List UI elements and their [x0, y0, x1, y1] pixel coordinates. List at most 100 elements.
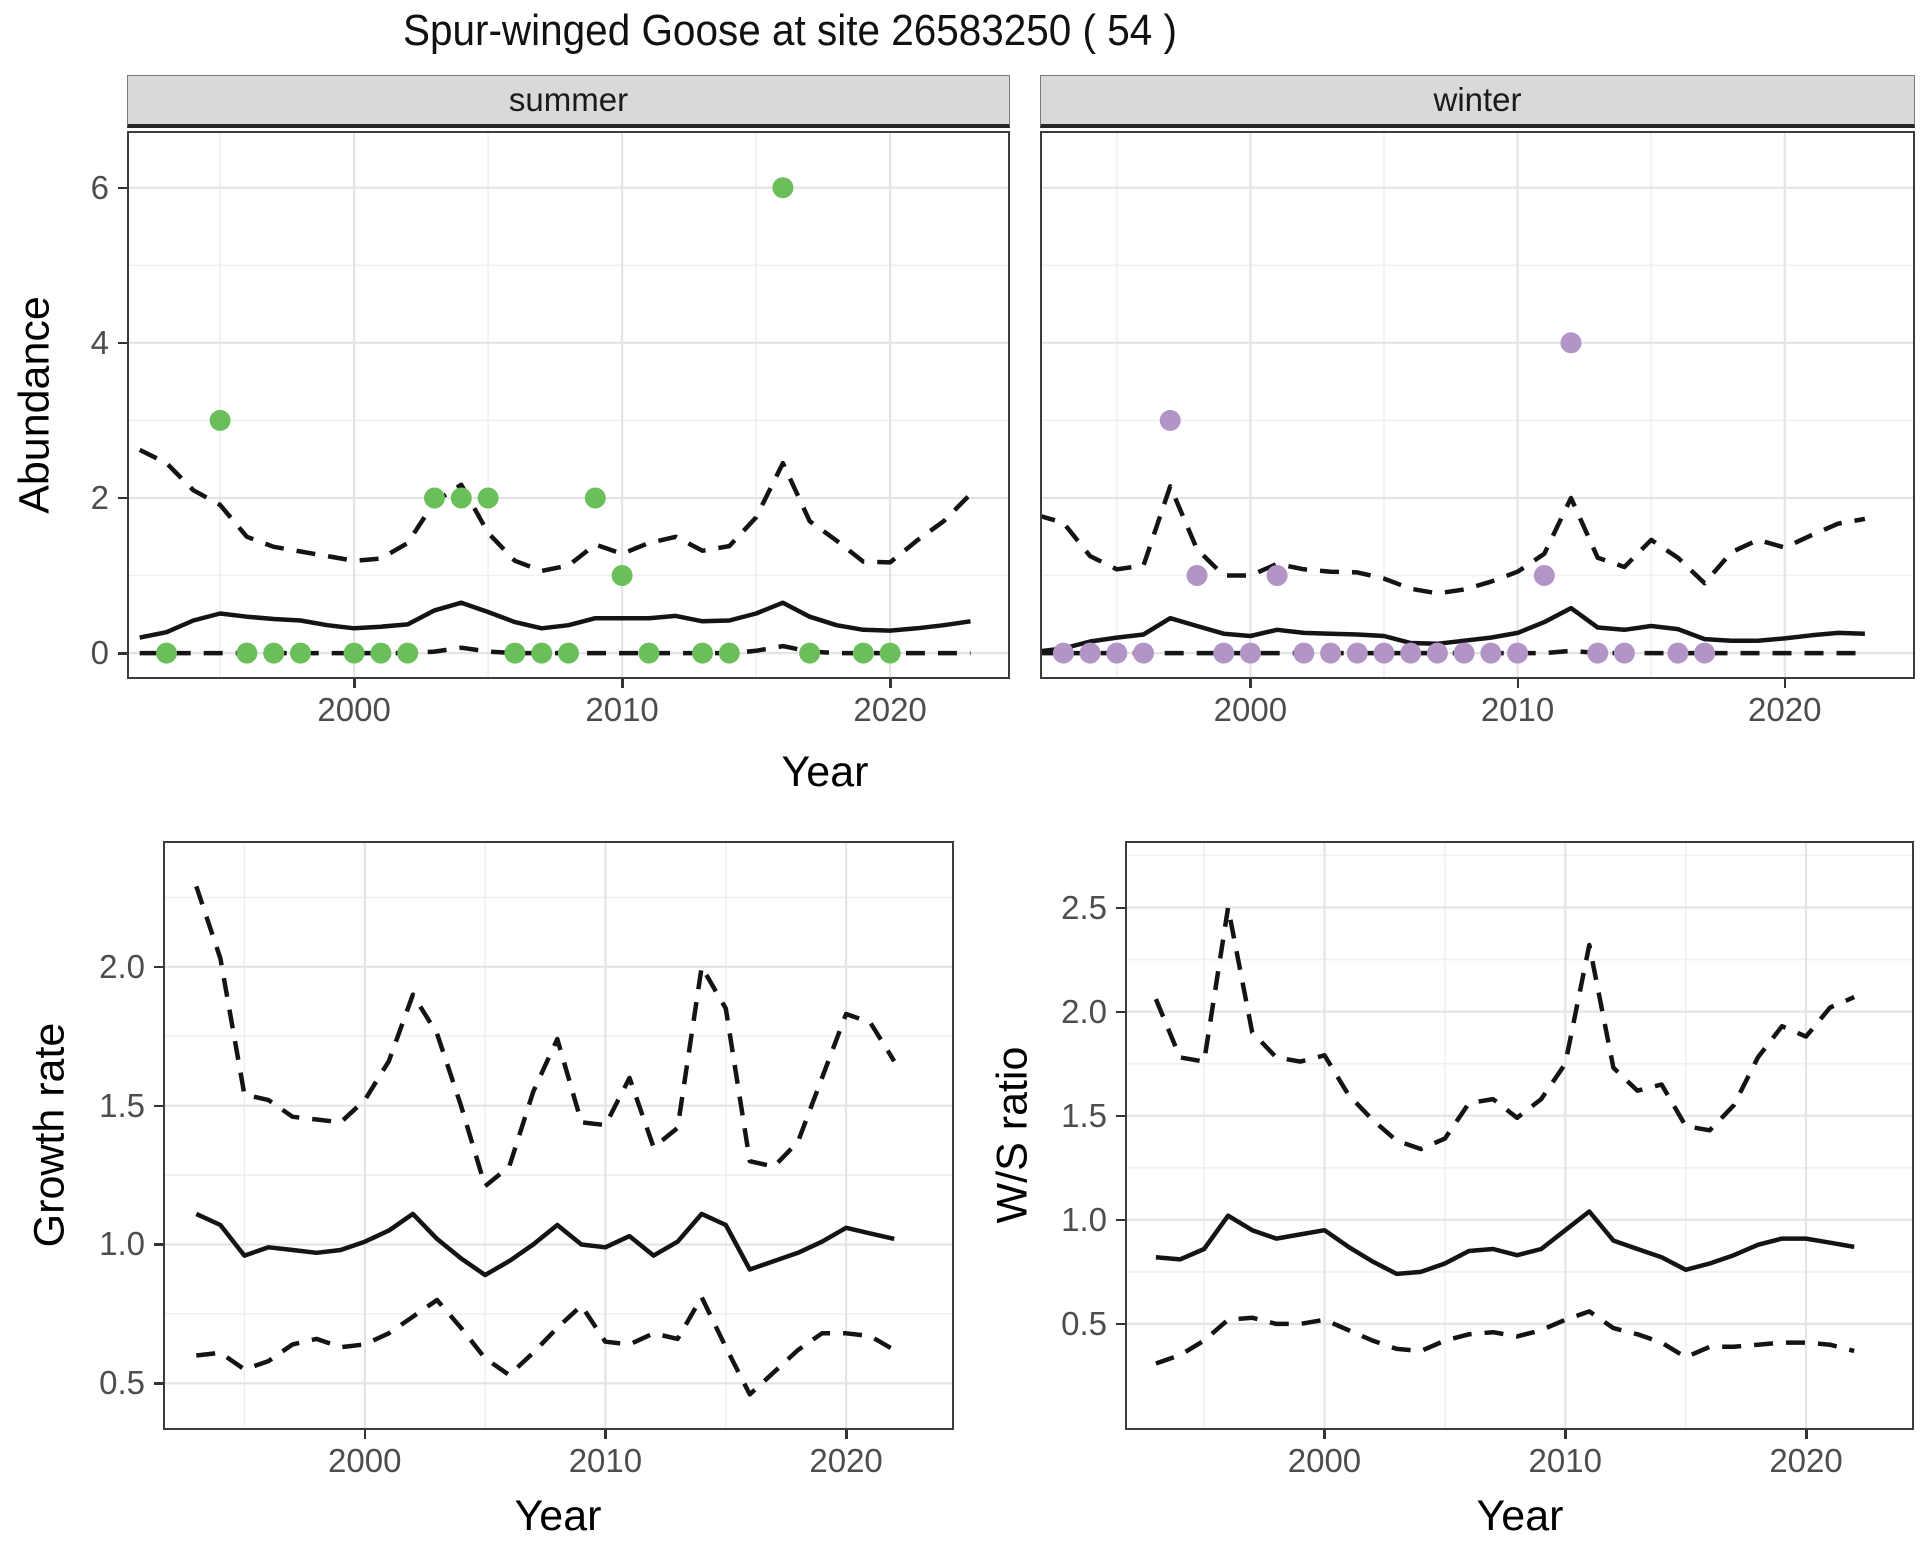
- data-point: [611, 565, 633, 586]
- data-point: [1480, 642, 1502, 664]
- x-tick-label: 2020: [853, 691, 927, 728]
- data-point: [1186, 565, 1208, 586]
- data-point: [1133, 642, 1154, 664]
- data-point: [1293, 642, 1315, 664]
- data-point: [852, 642, 874, 664]
- figure-title: Spur-winged Goose at site 26583250 ( 54 …: [402, 6, 1178, 55]
- growth-rate-plot: [165, 843, 952, 1428]
- y-tick-mark: [118, 341, 127, 345]
- facet-strip-summer-label: summer: [508, 81, 629, 118]
- series-median: [1042, 605, 1865, 654]
- y-tick-label: 1.5: [99, 1086, 145, 1124]
- y-tick-mark: [1116, 1322, 1125, 1326]
- data-point: [558, 642, 579, 664]
- y-tick-mark: [118, 652, 127, 655]
- data-point: [236, 642, 258, 664]
- data-points: [1052, 332, 1716, 664]
- facet-strip-summer: summer: [127, 75, 1010, 128]
- y-tick-mark: [1116, 1218, 1125, 1222]
- data-point: [263, 642, 285, 664]
- data-point: [1373, 642, 1395, 664]
- y-tick-label: 1.0: [1061, 1200, 1107, 1238]
- y-tick-label: 2.5: [1061, 888, 1107, 926]
- data-point: [370, 642, 392, 664]
- x-tick-mark: [889, 679, 892, 688]
- data-point: [1613, 642, 1635, 664]
- data-point: [1533, 565, 1555, 586]
- data-point: [1213, 642, 1235, 664]
- series-upper-ci: [1042, 484, 1866, 596]
- y-tick-label: 0.5: [1061, 1304, 1107, 1342]
- data-point: [692, 642, 713, 664]
- data-point: [343, 642, 365, 664]
- data-point: [504, 642, 526, 664]
- data-point: [424, 487, 445, 509]
- x-axis-label-year-ws: Year: [1476, 1492, 1564, 1540]
- x-tick-label: 2010: [1480, 691, 1555, 728]
- gridlines: [1127, 843, 1912, 1428]
- data-point: [1346, 642, 1368, 664]
- data-point: [1106, 642, 1128, 664]
- y-tick-label: 2.0: [1061, 992, 1107, 1030]
- series-lower-ci: [196, 1294, 896, 1397]
- data-point: [718, 642, 740, 664]
- gridlines: [165, 843, 952, 1428]
- x-tick-mark: [1516, 679, 1520, 688]
- data-point: [1426, 642, 1448, 664]
- x-axis-label-year-growth: Year: [514, 1492, 602, 1540]
- y-tick-mark: [118, 186, 127, 190]
- y-axis-label-ws-ratio: W/S ratio: [988, 1046, 1037, 1224]
- x-tick-mark: [363, 1430, 367, 1439]
- x-tick-label: 2000: [1213, 691, 1288, 728]
- data-point: [209, 409, 231, 431]
- y-tick-label: 6: [90, 168, 109, 206]
- y-tick-mark: [154, 1382, 163, 1385]
- data-point: [450, 487, 472, 509]
- data-point: [879, 642, 901, 664]
- y-tick-mark: [154, 965, 163, 969]
- data-point: [1507, 642, 1529, 664]
- x-tick-label: 2020: [1769, 1442, 1843, 1479]
- series-upper-ci: [1153, 905, 1856, 1152]
- data-point: [156, 642, 177, 664]
- x-tick-mark: [845, 1430, 848, 1439]
- x-tick-label: 2000: [317, 691, 391, 728]
- data-point: [1560, 332, 1582, 354]
- data-point: [1587, 642, 1609, 664]
- y-tick-mark: [1116, 1114, 1125, 1118]
- data-point: [638, 642, 660, 664]
- y-tick-label: 0: [90, 634, 109, 672]
- series-lines: [194, 885, 897, 1397]
- series-lower-ci: [1155, 1309, 1855, 1366]
- x-tick-label: 2010: [585, 691, 659, 728]
- data-point: [397, 642, 419, 664]
- x-tick-mark: [1249, 679, 1252, 688]
- x-tick-label: 2010: [1528, 1442, 1602, 1479]
- panel-growth-rate: [163, 841, 954, 1430]
- data-point: [531, 642, 553, 664]
- x-tick-label: 2000: [1287, 1442, 1362, 1479]
- data-point: [1159, 409, 1181, 431]
- x-tick-mark: [1323, 1430, 1326, 1439]
- gridlines: [129, 133, 1008, 677]
- panel-ws-ratio: [1125, 841, 1914, 1430]
- x-tick-mark: [1783, 679, 1787, 688]
- y-tick-mark: [1116, 1010, 1125, 1014]
- data-point: [1052, 642, 1074, 664]
- series-upper-ci: [194, 885, 897, 1189]
- data-point: [1079, 642, 1101, 664]
- data-point: [477, 487, 499, 509]
- series-lines: [138, 447, 973, 656]
- facet-strip-winter-label: winter: [1433, 81, 1522, 118]
- series-median: [195, 1211, 895, 1278]
- facet-strip-winter: winter: [1040, 75, 1915, 128]
- x-tick-mark: [353, 679, 356, 688]
- y-tick-label: 1.5: [1061, 1096, 1107, 1134]
- y-tick-label: 1.0: [99, 1225, 145, 1263]
- abundance-winter-plot: [1042, 133, 1913, 677]
- series-lines: [1153, 905, 1856, 1366]
- data-point: [1694, 642, 1716, 664]
- series-median: [139, 600, 971, 640]
- x-tick-label: 2020: [809, 1442, 883, 1479]
